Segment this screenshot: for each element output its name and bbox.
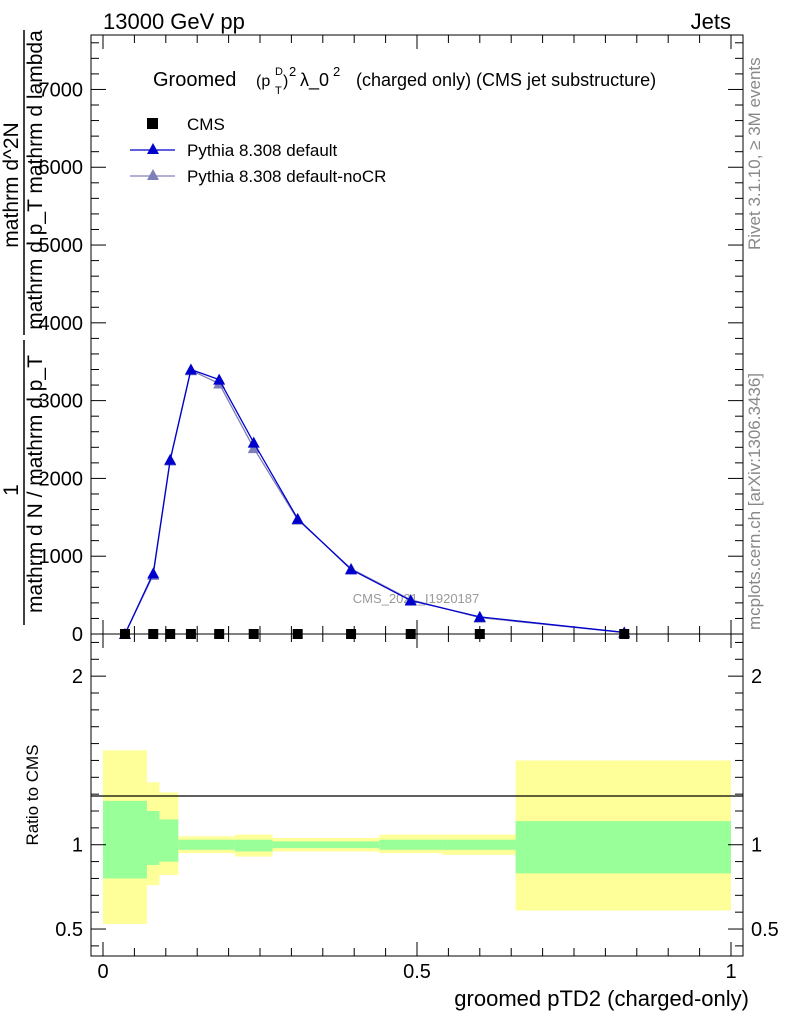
main-series [118, 363, 631, 639]
ratio-ytick-label: 1 [72, 835, 83, 857]
ratio-band-inner [159, 819, 179, 862]
rivet-label: Rivet 3.1.10, ≥ 3M events [745, 57, 764, 250]
ratio-ylabel: Ratio to CMS [23, 744, 42, 845]
data-point-default [345, 563, 358, 575]
main-ytick-label: 2000 [39, 468, 84, 490]
ratio-band-inner [234, 839, 273, 852]
ylabel-frac1-den: mathrm d N / mathrm d p_T [24, 355, 47, 613]
analysis-watermark: CMS_2021_I1920187 [353, 591, 480, 606]
main-y-ticks: 0 1000 2000 3000 4000 5000 6000 7000 [39, 42, 743, 646]
title-prefix: Groomed [153, 69, 236, 91]
title-lambda: λ_0 [300, 70, 329, 91]
ratio-ytick-label-right: 0.5 [751, 919, 779, 941]
header-process: 13000 GeV pp [103, 9, 245, 34]
title-p: (p [256, 73, 270, 90]
data-point-default [291, 512, 304, 524]
ratio-x-ticks: 0 0.5 1 [97, 634, 737, 983]
xlabel: groomed pTD2 (charged-only) [454, 986, 749, 1011]
ratio-band-inner [178, 839, 235, 850]
data-point-default [213, 373, 226, 385]
legend-nocr-label: Pythia 8.308 default-noCR [187, 167, 386, 186]
title-sub-t: T [275, 85, 282, 97]
main-ytick-label: 6000 [39, 157, 84, 179]
data-point-default [184, 363, 197, 375]
xtick-label: 1 [725, 961, 736, 983]
ylabel-frac2-num: mathrm d^2N [0, 122, 23, 247]
main-ytick-label: 1000 [39, 546, 84, 568]
ratio-ytick-label: 0.5 [55, 919, 83, 941]
legend-cms-label: CMS [187, 115, 225, 134]
xtick-label: 0.5 [403, 961, 431, 983]
main-ytick-label: 4000 [39, 313, 84, 335]
main-ytick-label: 0 [72, 624, 83, 646]
title-sup-d: D [275, 66, 283, 78]
data-point-default [473, 610, 486, 622]
legend-default-label: Pythia 8.308 default [187, 141, 338, 160]
title-close: ) [283, 73, 288, 90]
ratio-band-inner [379, 839, 443, 850]
ratio-ytick-label-right: 2 [751, 666, 762, 688]
plot-title: Groomed (p D T ) 2 λ_0 2 (charged only) … [153, 64, 656, 97]
ylabel-frac1-num: 1 [0, 484, 23, 496]
ratio-ytick-label: 2 [72, 666, 83, 688]
main-ylabel: 1 mathrm d N / mathrm d p_T mathrm d^2N … [0, 30, 47, 625]
header-jets: Jets [691, 9, 731, 34]
ylabel-frac2-den: mathrm d p_T mathrm d lambda [24, 30, 47, 330]
ratio-band-inner [103, 800, 147, 879]
data-point-default [164, 453, 177, 465]
ratio-band-inner [515, 821, 731, 874]
legend-default-marker [147, 143, 159, 154]
main-ytick-label: 7000 [39, 79, 84, 101]
main-ytick-label: 5000 [39, 235, 84, 257]
title-sup-2b: 2 [333, 64, 340, 79]
mcplots-label: mcplots.cern.ch [arXiv:1306.3436] [745, 373, 764, 630]
ratio-panel: 0.5 0.51 12 2 0 0.5 1 Ratio to CMS groomed pT… [23, 633, 779, 1011]
ratio-band-inner [146, 811, 160, 865]
ratio-bands [103, 750, 731, 924]
data-point-default [404, 594, 417, 606]
data-point-default [247, 436, 260, 448]
xtick-label: 0 [97, 961, 108, 983]
title-suffix: (charged only) (CMS jet substructure) [356, 70, 656, 90]
ratio-band-inner [442, 839, 516, 850]
main-ytick-label: 3000 [39, 391, 84, 413]
data-point-default [147, 567, 160, 579]
title-sup-2: 2 [289, 64, 296, 79]
main-panel: 0 1000 2000 3000 4000 5000 6000 7000 Groomed (p… [39, 34, 744, 646]
legend-cms-marker [147, 118, 158, 129]
ratio-y-ticks: 0.5 0.5 1 1 2 2 [55, 641, 779, 947]
ratio-band-inner [272, 841, 380, 849]
legend-nocr-marker [147, 169, 159, 180]
legend: CMS Pythia 8.308 default Pythia 8.308 de… [130, 115, 386, 186]
ratio-ytick-label-right: 1 [751, 835, 762, 857]
